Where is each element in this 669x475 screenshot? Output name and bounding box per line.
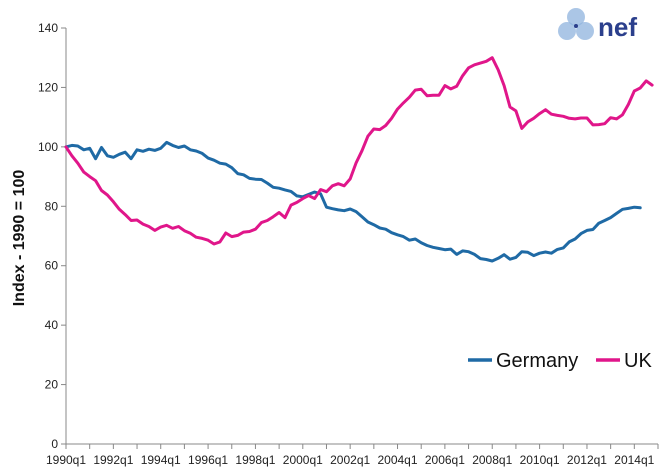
x-tick-label: 2012q1 — [567, 453, 607, 467]
y-tick-label: 80 — [45, 199, 59, 213]
legend-label-germany: Germany — [496, 350, 578, 372]
x-tick-label: 1996q1 — [188, 453, 228, 467]
x-tick-label: 2004q1 — [377, 453, 417, 467]
x-tick-label: 2000q1 — [283, 453, 323, 467]
x-tick-label: 2006q1 — [425, 453, 465, 467]
logo-circle-top — [567, 8, 585, 26]
x-tick-label: 2008q1 — [472, 453, 512, 467]
logo-text: nef — [598, 12, 637, 42]
legend-label-uk: UK — [624, 350, 652, 372]
x-tick-label: 2010q1 — [520, 453, 560, 467]
logo-center-dot — [574, 24, 578, 28]
y-tick-label: 60 — [45, 259, 59, 273]
logo-circle-left — [558, 22, 576, 40]
logo-circle-right — [576, 22, 594, 40]
x-tick-label: 1998q1 — [235, 453, 275, 467]
x-tick-label: 1990q1 — [46, 453, 86, 467]
axes — [65, 28, 658, 445]
y-tick-label: 0 — [51, 437, 58, 451]
y-tick-label: 120 — [38, 80, 58, 94]
x-tick-label: 2014q1 — [614, 453, 654, 467]
x-tick-label: 1994q1 — [141, 453, 181, 467]
y-tick-label: 140 — [38, 21, 58, 35]
x-tick-label: 2002q1 — [330, 453, 370, 467]
y-tick-label: 40 — [45, 318, 59, 332]
x-ticks: 1990q1 1992q1 1994q1 1996q1 1998q1 2000q1 2002… — [46, 444, 659, 467]
nef-logo: nef — [558, 8, 637, 42]
x-tick-label: 1992q1 — [93, 453, 133, 467]
series-line-germany — [64, 140, 642, 263]
y-tick-label: 20 — [45, 378, 59, 392]
y-ticks: 0 20 40 60 80 100 120 140 — [38, 21, 66, 451]
y-axis-title: Index - 1990 = 100 — [11, 170, 28, 307]
y-tick-label: 100 — [38, 140, 58, 154]
series-lines — [64, 56, 654, 263]
series-line-uk — [64, 56, 654, 246]
legend: Germany UK — [468, 350, 652, 372]
